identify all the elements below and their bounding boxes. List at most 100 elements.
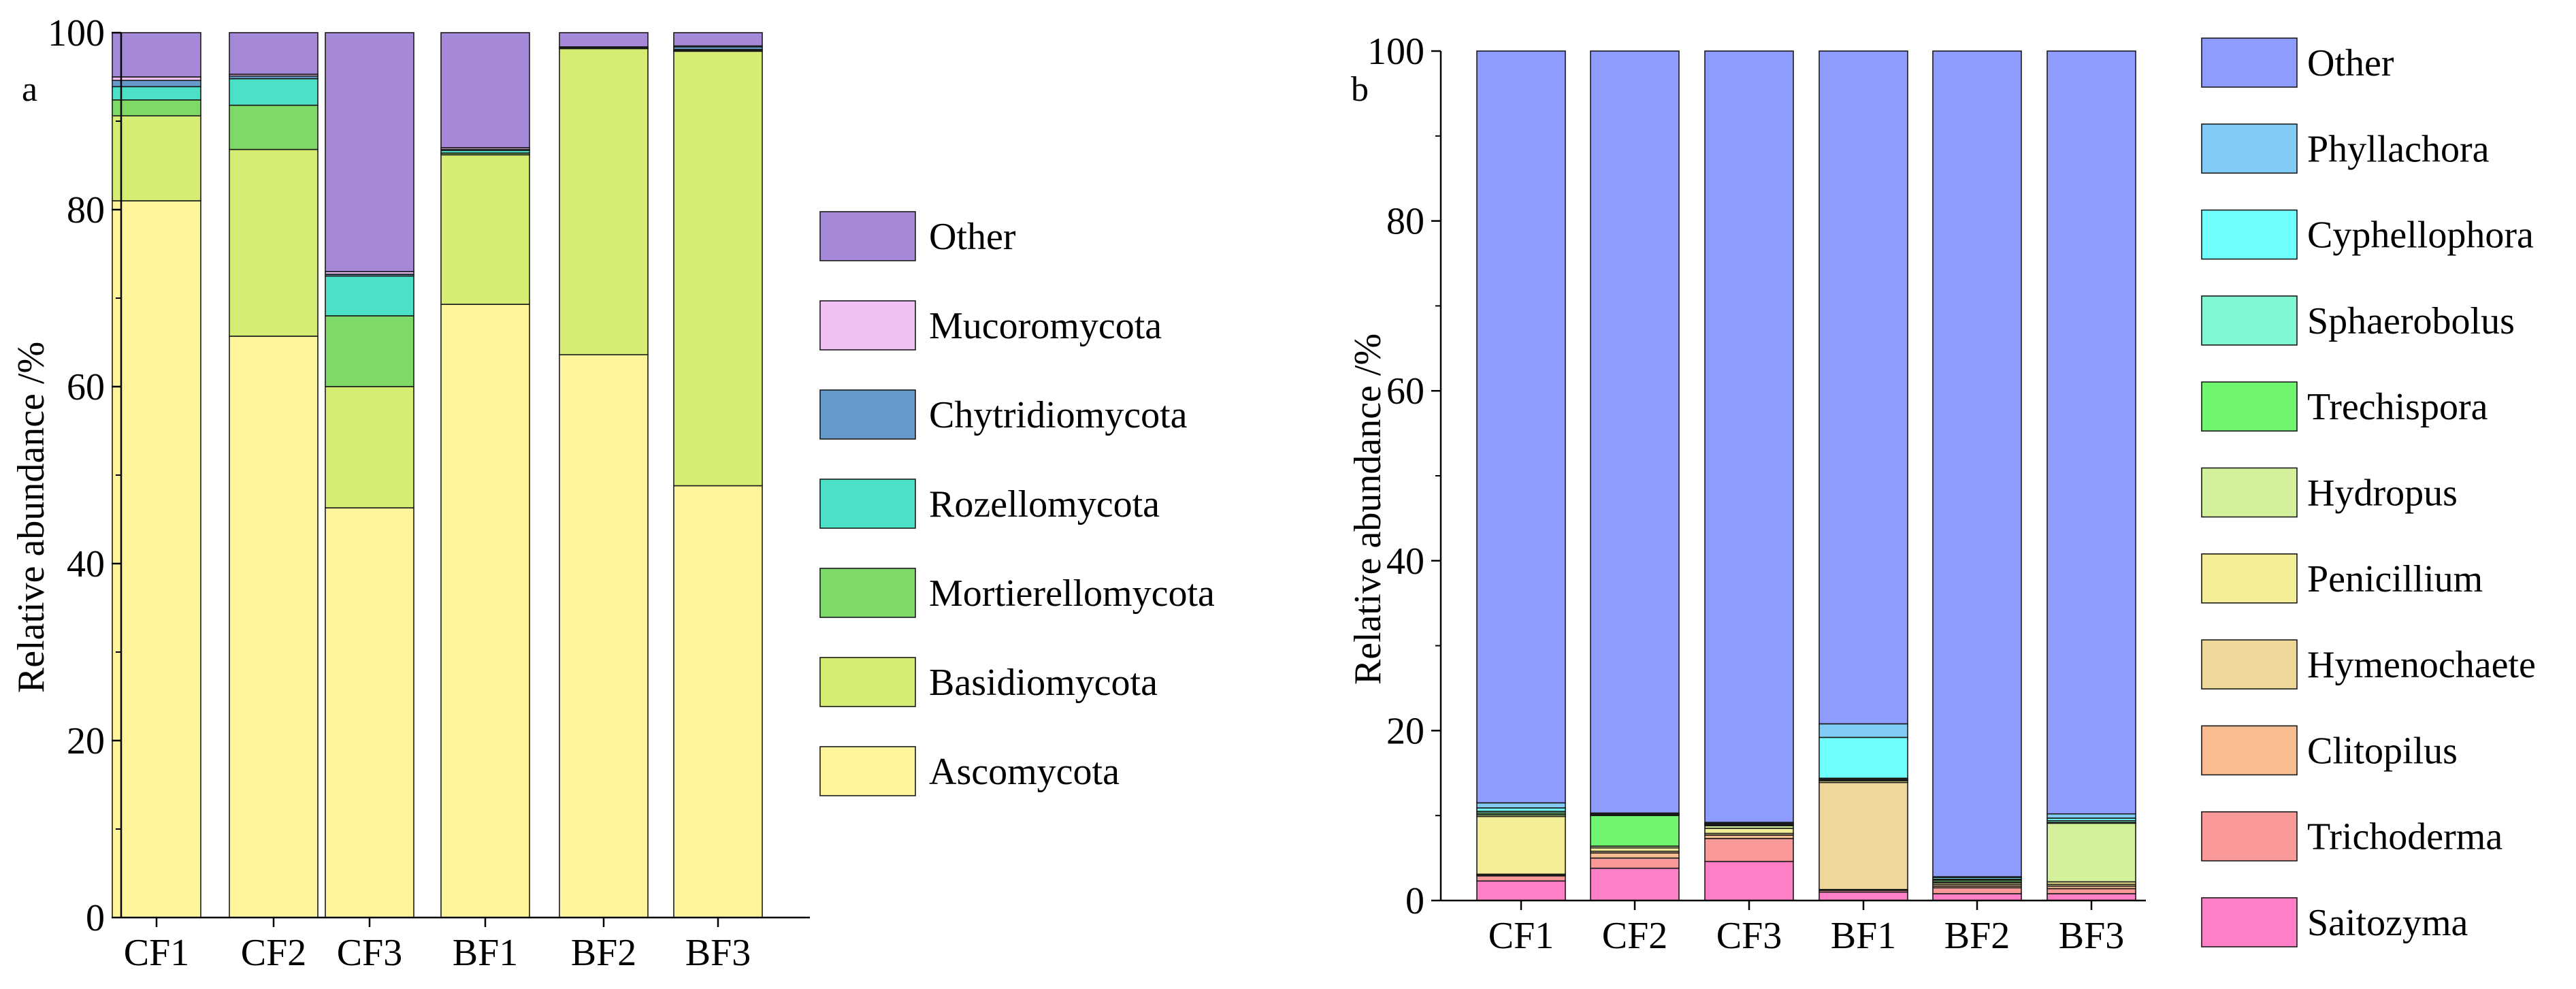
legend-label-b-clitopilus: Clitopilus <box>2307 730 2458 772</box>
bar-segment-b-cf2-clitopilus <box>1590 852 1680 859</box>
bar-segment-b-bf2-saitozyma <box>1932 893 2022 901</box>
bar-segment-a-bf2-ascomycota <box>559 354 649 918</box>
panel-b-y-tick-label: 0 <box>1405 880 1424 922</box>
bar-segment-b-cf3-saitozyma <box>1704 860 1794 901</box>
legend-label-a-basidiomycota: Basidiomycota <box>929 662 1158 704</box>
panel-a-x-tick-label: BF1 <box>453 932 519 974</box>
panel-b-x-tick-label: BF1 <box>1831 915 1897 957</box>
legend-label-a-other: Other <box>929 216 1016 258</box>
legend-swatch-b-penicillium <box>2201 553 2298 604</box>
panel-a-y-tick-label: 60 <box>67 366 105 408</box>
legend-swatch-b-hydropus <box>2201 467 2298 518</box>
bar-segment-a-cf2-rozellomycota <box>229 78 319 106</box>
panel-b-y-tick-label: 20 <box>1386 710 1424 752</box>
bar-segment-a-bf2-basidiomycota <box>559 48 649 355</box>
panel-a: a Relative abundance /% 0 20 40 60 80 100 CF1 C… <box>10 12 1215 974</box>
bar-segment-b-cf1-penicillium <box>1476 815 1566 875</box>
legend-swatch-b-other <box>2201 37 2298 88</box>
bar-segment-b-bf1-phyllachora <box>1819 723 1908 739</box>
bar-segment-b-cf2-saitozyma <box>1590 867 1680 901</box>
panel-a-label: a <box>22 70 37 109</box>
legend-swatch-a-chytridiomycota <box>819 389 916 440</box>
legend-swatch-b-sphaerobolus <box>2201 295 2298 346</box>
bar-segment-a-cf2-mortierellomycota <box>229 104 319 150</box>
legend-swatch-a-ascomycota <box>819 746 916 796</box>
bar-segment-a-cf1-mortierellomycota <box>112 99 201 117</box>
panel-a-y-tick-label: 40 <box>67 543 105 585</box>
bar-segment-b-bf3-trichoderma <box>2047 888 2136 894</box>
panel-b-y-tick-label: 80 <box>1386 201 1424 243</box>
legend-swatch-a-mucoromycota <box>819 300 916 351</box>
panel-b-x-tick-label: CF2 <box>1602 915 1668 957</box>
legend-label-b-saitozyma: Saitozyma <box>2307 902 2468 944</box>
legend-label-b-hydropus: Hydropus <box>2307 472 2458 515</box>
legend-label-a-mucoromycota: Mucoromycota <box>929 305 1162 347</box>
panel-a-legend: Ascomycota Basidiomycota Mortierellomycota… <box>819 211 1215 796</box>
bar-segment-a-bf3-basidiomycota <box>673 50 763 487</box>
panel-a-y-tick-label: 100 <box>48 12 105 54</box>
panel-a-axes: 0 20 40 60 80 100 CF1 CF2 CF3 BF1 BF2 BF3 <box>48 12 810 974</box>
panel-a-x-tick-label: BF3 <box>685 932 751 974</box>
panel-b-y-tick-label: 60 <box>1386 370 1424 412</box>
panel-a-x-tick-label: CF3 <box>337 932 403 974</box>
bar-segment-a-cf1-rozellomycota <box>112 86 201 101</box>
panel-a-bars <box>112 32 763 918</box>
legend-swatch-b-clitopilus <box>2201 725 2298 776</box>
panel-b-y-tick-label: 40 <box>1386 540 1424 583</box>
panel-b-x-tick-label: BF3 <box>2059 915 2125 957</box>
legend-label-b-hymenochaete: Hymenochaete <box>2307 644 2536 686</box>
legend-swatch-a-rozellomycota <box>819 479 916 529</box>
bar-segment-a-cf2-other <box>229 32 319 75</box>
bar-segment-b-bf1-other <box>1819 50 1908 725</box>
bar-segment-b-bf3-hydropus <box>2047 822 2136 883</box>
legend-swatch-b-cyphellophora <box>2201 209 2298 260</box>
bar-segment-b-cf3-other <box>1704 50 1794 823</box>
panel-a-y-tick-label: 20 <box>67 720 105 762</box>
bar-segment-b-bf3-other <box>2047 50 2136 815</box>
legend-swatch-b-trechispora <box>2201 381 2298 432</box>
bar-segment-a-cf3-rozellomycota <box>325 275 414 317</box>
panel-a-x-tick-label: CF1 <box>124 932 190 974</box>
bar-segment-b-cf3-penicillium <box>1704 828 1794 834</box>
bar-segment-b-bf2-other <box>1932 50 2022 877</box>
legend-label-b-penicillium: Penicillium <box>2307 558 2483 600</box>
bar-segment-a-bf1-ascomycota <box>440 304 530 918</box>
legend-swatch-b-phyllachora <box>2201 123 2298 174</box>
bar-segment-b-bf1-hymenochaete <box>1819 781 1908 890</box>
bar-segment-a-cf1-basidiomycota <box>112 115 201 201</box>
panel-b-label: b <box>1351 70 1369 109</box>
bar-segment-b-cf2-trechispora <box>1590 815 1680 847</box>
panel-a-x-tick-label: BF2 <box>571 932 637 974</box>
panel-b-x-tick-label: BF2 <box>1944 915 2010 957</box>
bar-segment-a-bf3-other <box>673 32 763 47</box>
bar-segment-b-cf1-saitozyma <box>1476 880 1566 901</box>
bar-segment-a-bf1-other <box>440 32 530 148</box>
panel-b-bars <box>1476 50 2136 901</box>
panel-b: b Relative abundance /% 0 20 40 60 80 100 CF1 C… <box>1347 31 2536 957</box>
panel-b-y-tick-label: 100 <box>1367 31 1424 73</box>
legend-swatch-a-mortierellomycota <box>819 568 916 618</box>
bar-segment-a-cf3-mortierellomycota <box>325 315 414 387</box>
panel-b-axes: 0 20 40 60 80 100 CF1 CF2 CF3 BF1 BF2 BF3 <box>1367 31 2146 957</box>
panel-b-legend: Saitozyma Trichoderma Clitopilus Hymenochae… <box>2201 37 2536 947</box>
bar-segment-a-cf3-ascomycota <box>325 507 414 918</box>
bar-segment-b-bf1-saitozyma <box>1819 891 1908 901</box>
legend-label-b-sphaerobolus: Sphaerobolus <box>2307 300 2515 342</box>
bar-segment-b-bf2-trichoderma <box>1932 887 2022 894</box>
legend-label-a-chytridiomycota: Chytridiomycota <box>929 394 1188 436</box>
panel-b-y-axis-label: Relative abundance /% <box>1347 334 1389 685</box>
legend-label-b-phyllachora: Phyllachora <box>2307 128 2490 170</box>
legend-label-b-cyphellophora: Cyphellophora <box>2307 214 2534 257</box>
bar-segment-b-cf1-other <box>1476 50 1566 804</box>
panel-a-x-tick-label: CF2 <box>241 932 307 974</box>
legend-swatch-a-other <box>819 211 916 261</box>
bar-segment-a-bf2-other <box>559 32 649 48</box>
bar-segment-a-cf3-basidiomycota <box>325 386 414 508</box>
legend-swatch-b-saitozyma <box>2201 897 2298 947</box>
bar-segment-b-cf1-phyllachora <box>1476 802 1566 809</box>
bar-segment-a-bf1-basidiomycota <box>440 154 530 305</box>
panel-b-x-tick-label: CF3 <box>1716 915 1782 957</box>
legend-swatch-a-basidiomycota <box>819 657 916 707</box>
bar-segment-b-cf2-other <box>1590 50 1680 814</box>
